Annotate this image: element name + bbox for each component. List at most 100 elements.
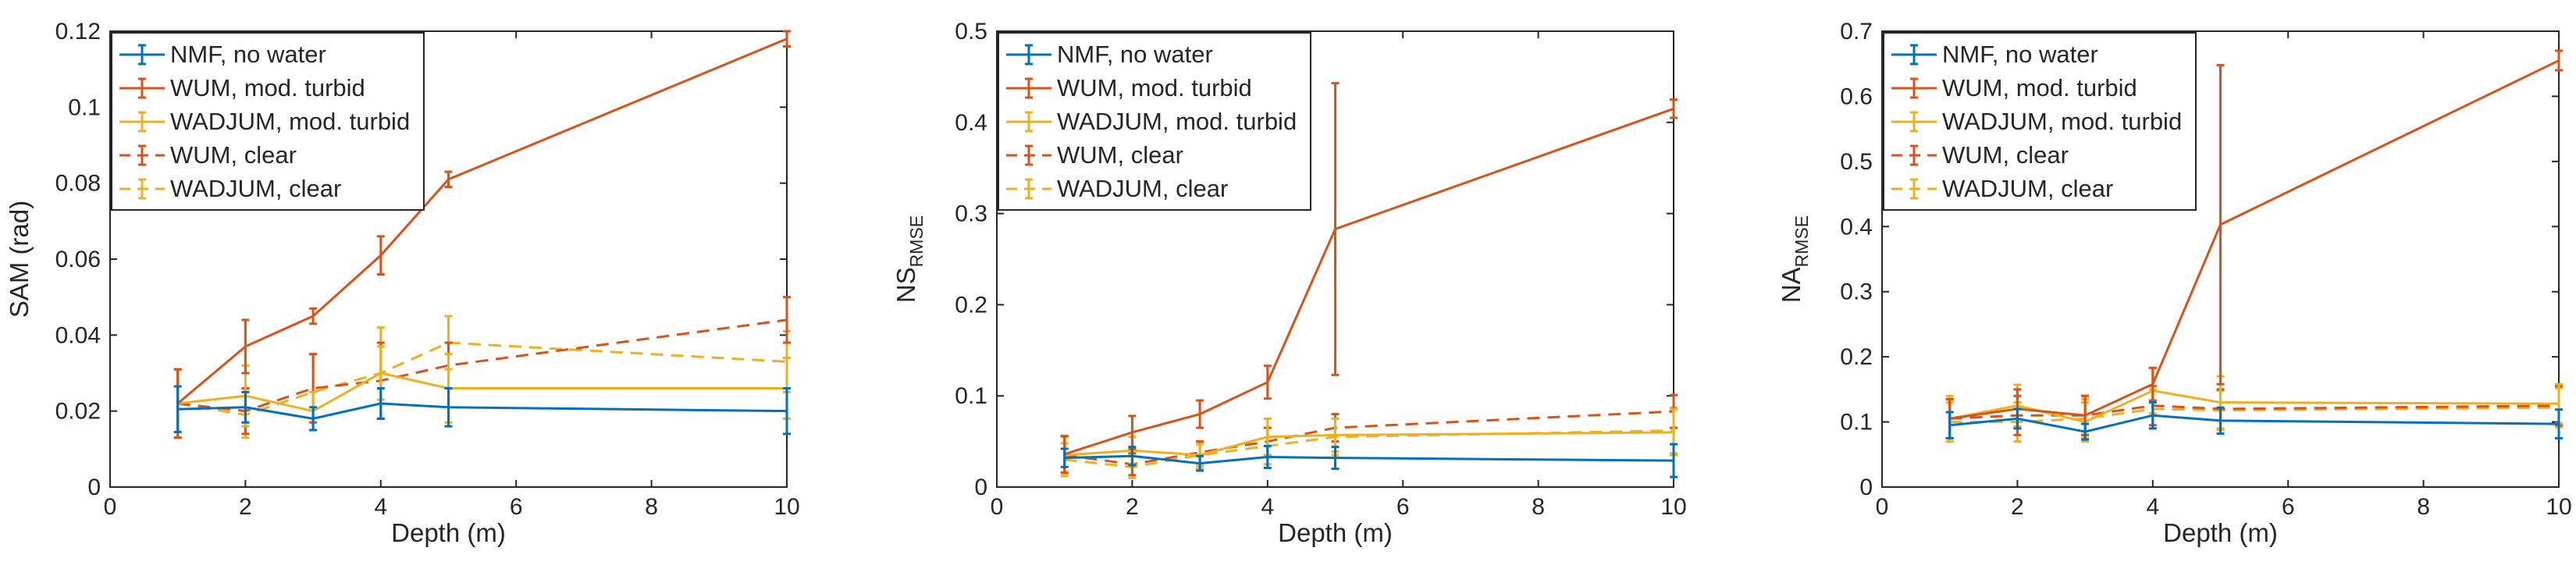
legend: NMF, no water WUM, mod. turbid WADJUM, mod…: [998, 32, 1311, 211]
x-axis-label: Depth (m): [2163, 518, 2278, 547]
error-bar: [1196, 454, 1204, 472]
legend-label: WUM, clear: [1942, 141, 2069, 169]
legend-label: WADJUM, clear: [1057, 175, 1228, 202]
y-tick-label: 0.04: [55, 322, 101, 348]
error-bar: [1263, 444, 1272, 469]
error-bar: [1060, 447, 1069, 468]
y-tick-label: 0.4: [1840, 214, 1873, 240]
chart-panel-3: 0 2 4 6 8 10 0 0.1 0.2 0.3 0.4 0.5 0.6 0.7 Depth (m) NA…: [1777, 19, 2572, 547]
legend-label: WADJUM, mod. turbid: [1057, 108, 1297, 135]
error-bar: [2081, 422, 2090, 441]
legend-label: WUM, mod. turbid: [1942, 74, 2137, 101]
y-axis-label-main: NS: [891, 267, 920, 303]
series-line: [1949, 59, 2560, 420]
series-2: [1060, 82, 1678, 474]
x-tick-label: 0: [1876, 494, 1889, 520]
x-tick-label: 8: [645, 494, 658, 520]
legend-label: WUM, mod. turbid: [1057, 74, 1252, 101]
legend-label: WADJUM, mod. turbid: [1942, 108, 2182, 135]
x-tick-label: 6: [1397, 494, 1410, 520]
error-bar: [2148, 401, 2157, 430]
y-axis-label-subscript: RMSE: [1791, 215, 1812, 267]
y-tick-label: 0.12: [55, 19, 101, 44]
x-tick-label: 2: [2011, 494, 2024, 520]
x-tick-label: 8: [2417, 494, 2430, 520]
y-tick-label: 0: [1859, 475, 1873, 500]
legend-label: WADJUM, clear: [1942, 175, 2113, 202]
x-tick-label: 4: [374, 494, 387, 520]
legend-item: WADJUM, clear: [119, 175, 341, 202]
y-tick-label: 0.2: [955, 292, 987, 318]
series-line: [1064, 431, 1674, 457]
y-tick-label: 0.5: [1840, 149, 1873, 175]
legend-item: WUM, mod. turbid: [1891, 74, 2137, 101]
legend-item: WADJUM, clear: [1006, 175, 1228, 202]
error-bar: [309, 307, 318, 325]
x-tick-label: 10: [2546, 494, 2571, 520]
error-bar: [783, 30, 791, 48]
legend-label: WUM, clear: [1057, 141, 1183, 169]
error-bar: [444, 170, 453, 189]
y-tick-label: 0.6: [1840, 84, 1873, 109]
chart-panel-2: 0 2 4 6 8 10 0 0.1 0.2 0.3 0.4 0.5 Depth (m) NSRMSE NM…: [891, 19, 1687, 547]
series-line: [1064, 454, 1674, 465]
error-bar: [241, 318, 250, 375]
chart-panel-1: 0 2 4 6 8 10 0 0.02 0.04 0.06 0.08 0.1 0.12 Depth (m)…: [5, 19, 800, 547]
error-bar: [1670, 443, 1678, 478]
error-bar: [309, 406, 318, 432]
y-tick-label: 0.08: [55, 171, 101, 197]
error-bar: [783, 296, 791, 344]
legend-item: WADJUM, clear: [1891, 175, 2113, 202]
y-tick-label: 0.5: [955, 19, 987, 44]
series-1: [1060, 443, 1678, 478]
y-tick-label: 0.4: [955, 110, 987, 136]
error-bar: [1196, 399, 1204, 429]
error-bar: [2013, 407, 2022, 430]
series-line: [177, 318, 788, 413]
y-tick-label: 0.7: [1840, 19, 1873, 44]
series-line: [1949, 414, 2560, 433]
y-axis-label-main: SAM (rad): [5, 201, 34, 318]
x-tick-label: 0: [991, 494, 1004, 520]
error-bar: [2148, 366, 2157, 402]
series-1: [1945, 401, 2563, 441]
x-tick-label: 4: [1261, 494, 1274, 520]
error-bar: [444, 386, 453, 428]
y-tick-label: 0.3: [1840, 279, 1873, 305]
series-line: [1949, 389, 2560, 424]
legend-label: WUM, clear: [170, 141, 297, 169]
legend-label: NMF, no water: [1942, 41, 2098, 68]
series-line: [176, 37, 788, 405]
error-bar: [376, 386, 385, 420]
y-tick-label: 0.06: [55, 247, 101, 272]
y-tick-label: 0.3: [955, 201, 987, 227]
legend-item: WUM, clear: [119, 141, 297, 169]
legend-label: WADJUM, mod. turbid: [170, 108, 410, 135]
legend-label: WUM, mod. turbid: [170, 74, 365, 101]
legend-item: WUM, clear: [1006, 141, 1183, 169]
error-bar: [1945, 411, 1954, 439]
error-bar: [2555, 408, 2563, 439]
series-line: [177, 372, 787, 413]
legend-label: WADJUM, clear: [170, 175, 341, 202]
y-tick-label: 0: [974, 475, 987, 500]
error-bar: [376, 235, 385, 276]
legend-label: NMF, no water: [1057, 41, 1213, 68]
legend-item: WUM, mod. turbid: [1006, 74, 1252, 101]
legend-item: WUM, mod. turbid: [119, 74, 365, 101]
error-bar: [241, 390, 250, 424]
legend-item: WADJUM, mod. turbid: [1006, 108, 1297, 135]
y-tick-label: 0.1: [68, 94, 101, 120]
legend-item: NMF, no water: [1006, 41, 1213, 68]
error-bar: [783, 386, 791, 436]
x-axis-label: Depth (m): [391, 518, 506, 547]
x-axis-label: Depth (m): [1278, 518, 1393, 547]
y-tick-label: 0.1: [1840, 410, 1873, 436]
x-tick-label: 6: [510, 494, 523, 520]
y-tick-label: 0: [87, 475, 101, 500]
x-tick-label: 10: [1660, 494, 1686, 520]
error-bar: [2216, 63, 2225, 386]
y-axis-label-main: NA: [1777, 267, 1806, 303]
error-bar: [1128, 446, 1137, 467]
